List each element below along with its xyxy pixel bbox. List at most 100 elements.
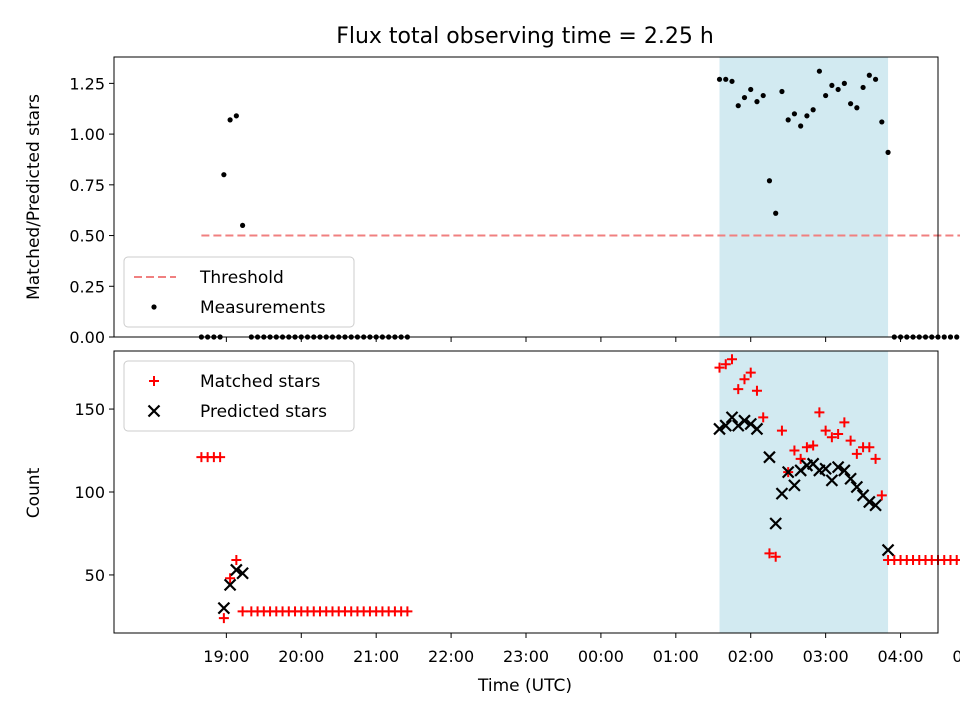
data-point xyxy=(727,354,737,365)
data-point xyxy=(733,384,744,395)
data-point xyxy=(231,555,242,566)
data-point xyxy=(819,462,832,476)
data-point xyxy=(825,474,839,487)
data-point xyxy=(881,543,895,557)
data-point xyxy=(826,432,837,443)
data-point xyxy=(869,498,882,512)
y-tick-label: 0.75 xyxy=(69,176,105,195)
y-tick-label: 1.25 xyxy=(69,74,105,93)
data-point xyxy=(785,117,791,123)
data-point xyxy=(820,425,831,436)
data-point xyxy=(844,472,857,486)
data-point xyxy=(760,92,766,99)
data-point xyxy=(850,480,864,494)
data-point xyxy=(951,555,960,566)
y-tick-label: 0.00 xyxy=(69,328,105,347)
x-tick-label: 00:00 xyxy=(578,647,624,666)
data-point xyxy=(816,68,822,74)
x-tick-label: 22:00 xyxy=(428,647,474,666)
data-point xyxy=(801,442,812,453)
data-point xyxy=(866,72,872,78)
data-point xyxy=(725,411,739,424)
data-point xyxy=(766,178,773,184)
series-predicted-stars xyxy=(217,411,895,615)
data-point xyxy=(947,334,954,340)
data-point xyxy=(750,422,764,436)
y-tick-label: 0.50 xyxy=(69,227,105,246)
data-point xyxy=(788,479,801,492)
x-tick-label: 23:00 xyxy=(503,647,549,666)
data-point xyxy=(215,452,226,463)
legend-label: Threshold xyxy=(199,268,284,288)
data-point xyxy=(864,442,875,453)
data-point xyxy=(754,99,760,105)
data-point xyxy=(795,453,806,464)
data-point xyxy=(770,551,781,562)
data-point xyxy=(230,563,243,577)
data-point xyxy=(860,84,866,91)
count-panel: 50 100 150 Matched stars Predicted stars xyxy=(74,350,960,638)
data-point xyxy=(758,412,769,423)
data-point xyxy=(808,440,819,451)
legend-matched-swatch xyxy=(149,376,159,386)
count-y-axis-label: Count xyxy=(24,467,44,518)
data-point xyxy=(851,448,862,459)
data-point xyxy=(775,487,789,500)
data-point xyxy=(764,548,775,559)
data-point xyxy=(841,80,847,86)
legend-box xyxy=(123,360,355,432)
data-point xyxy=(810,107,816,113)
data-point xyxy=(835,86,841,93)
data-point xyxy=(237,606,248,617)
legend-measurement-swatch xyxy=(151,304,157,310)
data-point xyxy=(239,222,246,229)
data-point xyxy=(773,210,779,216)
data-point xyxy=(941,334,947,340)
x-tick-label: 20:00 xyxy=(278,647,324,666)
legend-predicted-swatch xyxy=(147,404,161,418)
data-point xyxy=(823,92,829,99)
x-tick-label: 01:00 xyxy=(653,647,699,666)
x-tick-labels: 19:00 20:00 21:00 22:00 23:00 00:00 01:00 02:00… xyxy=(203,647,960,666)
ratio-panel: 0.00 0.25 0.50 0.75 1.00 1.25 Threshold Measure… xyxy=(69,56,960,347)
data-point xyxy=(833,428,844,439)
legend-label: Measurements xyxy=(200,298,326,318)
data-point xyxy=(769,517,782,530)
data-point xyxy=(745,367,756,378)
series-matched-stars xyxy=(196,354,960,624)
data-point xyxy=(863,495,876,509)
data-point xyxy=(729,78,735,84)
x-tick-label: 03:00 xyxy=(803,647,849,666)
y-tick-label: 0.25 xyxy=(69,277,105,296)
data-point xyxy=(225,573,236,584)
data-point xyxy=(954,334,960,340)
data-point xyxy=(804,113,810,119)
data-point xyxy=(223,578,237,592)
data-point xyxy=(829,82,835,89)
data-point xyxy=(872,76,879,82)
data-point xyxy=(751,385,762,396)
x-tick-label: 19:00 xyxy=(203,647,249,666)
data-point xyxy=(227,117,233,123)
data-point xyxy=(845,435,856,446)
data-point xyxy=(814,407,825,418)
data-point xyxy=(885,149,891,155)
data-point xyxy=(831,460,845,474)
y-tick-label: 150 xyxy=(74,400,105,419)
chart-title: Flux total observing time = 2.25 h xyxy=(336,24,714,49)
data-point xyxy=(838,464,851,477)
data-point xyxy=(876,490,887,501)
data-point xyxy=(789,445,800,456)
data-point xyxy=(738,414,751,427)
legend: Threshold Measurements xyxy=(123,256,355,328)
data-point xyxy=(739,374,750,385)
data-point xyxy=(716,76,723,82)
legend-box xyxy=(123,256,355,328)
data-point xyxy=(779,88,785,95)
y-tick-label: 100 xyxy=(74,483,105,502)
data-point xyxy=(402,606,413,617)
legend: Matched stars Predicted stars xyxy=(123,360,355,432)
data-point xyxy=(741,94,748,101)
data-point xyxy=(798,123,804,129)
